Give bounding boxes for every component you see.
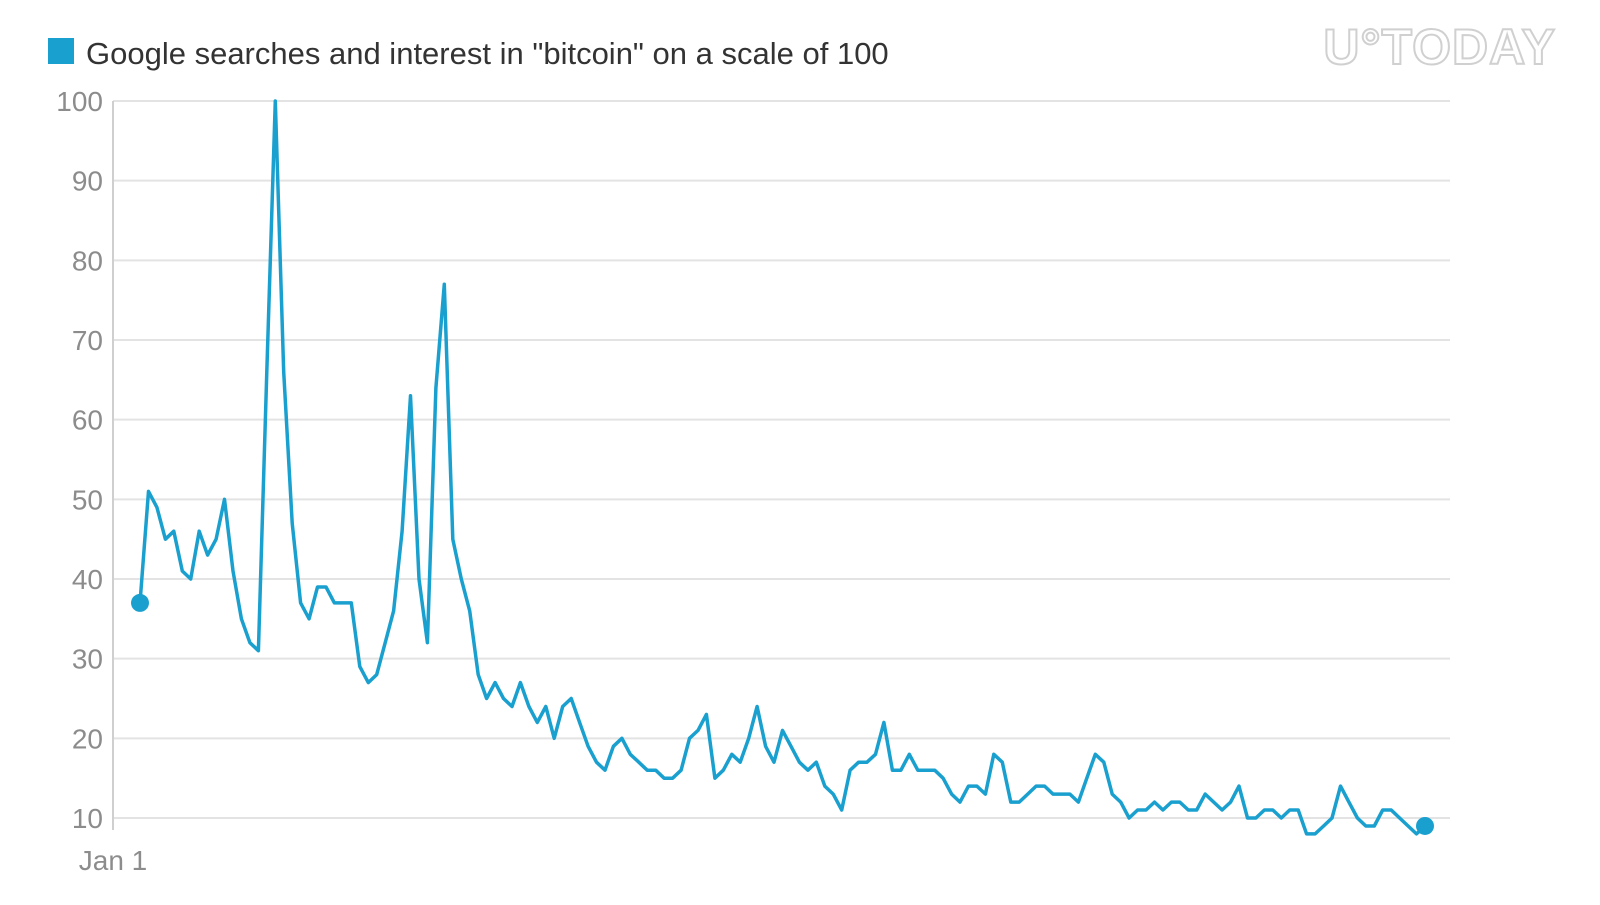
y-tick-label-10: 10 [72,803,103,834]
y-tick-label-30: 30 [72,644,103,675]
series-layer [131,99,1434,836]
y-tick-label-60: 60 [72,405,103,436]
y-tick-label-50: 50 [72,484,103,515]
x-tick-label-0: Jan 1 [79,845,148,876]
y-tick-label-90: 90 [72,166,103,197]
series-end-marker [1416,816,1434,835]
y-tick-label-40: 40 [72,564,103,595]
legend-label: Google searches and interest in "bitcoin… [86,36,889,71]
y-axis-tick-labels: 10 20 30 40 50 60 70 80 90 100 [56,86,103,834]
y-tick-label-70: 70 [72,325,103,356]
y-tick-label-20: 20 [72,723,103,754]
series-start-marker [131,593,149,612]
y-tick-label-100: 100 [56,86,103,117]
legend-swatch [48,38,74,64]
watermark-logo: U°TODAY [1323,19,1556,75]
x-axis-tick-labels: Jan 1 [79,845,148,876]
series-line [138,99,1427,836]
gridlines [112,100,1450,830]
y-tick-label-80: 80 [72,245,103,276]
